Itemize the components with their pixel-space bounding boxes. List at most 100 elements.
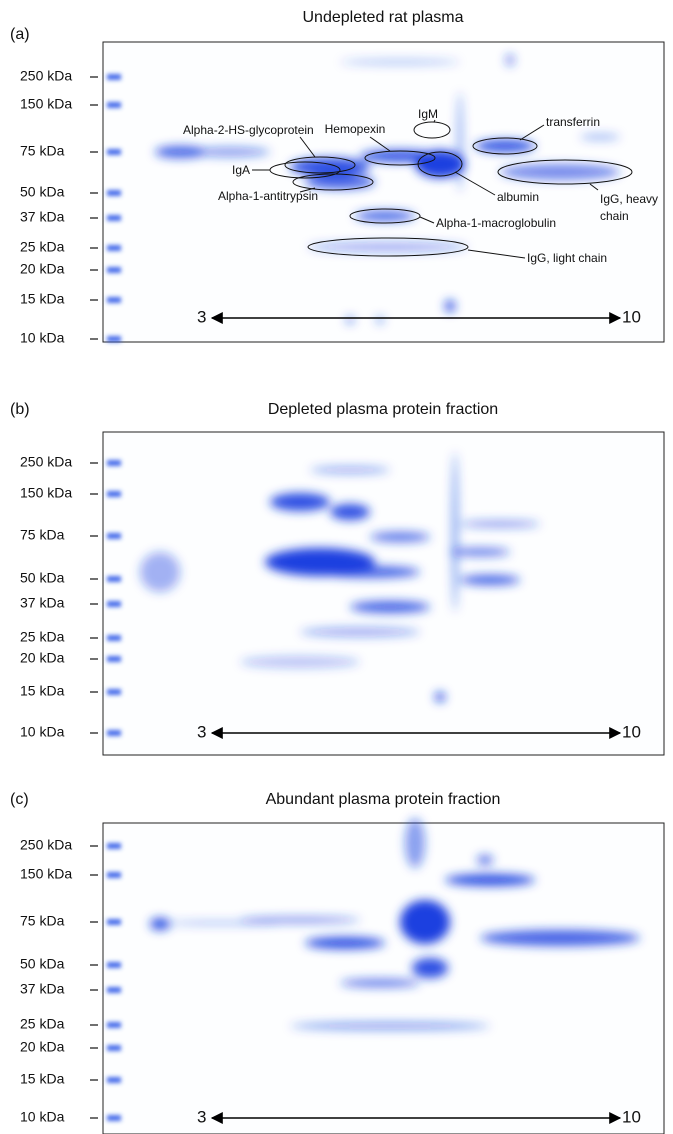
protein-spot — [155, 146, 205, 158]
annotation: IgM — [418, 107, 438, 121]
annotation: IgG, heavy chain — [600, 192, 659, 223]
ph-end: 10 — [622, 722, 641, 741]
annotation-leader — [467, 249, 526, 259]
mw-label: 50 kDa — [20, 956, 65, 972]
ph-start: 3 — [197, 722, 206, 741]
gel — [102, 822, 665, 1134]
annotation-outline — [417, 151, 463, 177]
annotation-leader — [433, 119, 436, 123]
gel-spots — [150, 818, 640, 1030]
gel-spots — [155, 54, 620, 324]
mw-label: 150 kDa — [20, 96, 72, 112]
protein-spot — [320, 566, 420, 578]
ladder-band — [107, 460, 121, 466]
protein-spot — [445, 874, 535, 886]
ladder-band — [107, 635, 121, 641]
mw-label: 20 kDa — [20, 650, 65, 666]
protein-spot — [452, 452, 458, 612]
protein-spot — [150, 918, 170, 930]
panel: (c) Abundant plasma protein fraction 250 k… — [10, 791, 665, 1134]
ph-end: 10 — [622, 1107, 641, 1126]
mw-label: 75 kDa — [20, 143, 65, 159]
panel-label: (c) — [10, 791, 29, 808]
mw-label: 25 kDa — [20, 1016, 65, 1032]
protein-spot — [290, 158, 370, 176]
protein-spot — [346, 316, 354, 324]
mw-label: 250 kDa — [20, 837, 72, 853]
ladder-band — [107, 919, 121, 925]
ladder-band — [107, 601, 121, 607]
protein-spot — [160, 921, 280, 925]
annotation-outline — [472, 137, 538, 155]
annotation: transferrin — [546, 115, 600, 129]
mw-label: 37 kDa — [20, 595, 65, 611]
annotation: Hemopexin — [325, 122, 386, 136]
ladder-band — [107, 1045, 121, 1051]
ladder-band — [107, 215, 121, 221]
protein-spot — [500, 164, 620, 180]
protein-spot — [305, 937, 385, 949]
protein-spot — [460, 575, 520, 585]
protein-spot — [457, 92, 463, 192]
mw-label: 10 kDa — [20, 724, 65, 740]
protein-spot — [190, 147, 270, 157]
mw-label: 15 kDa — [20, 1071, 65, 1087]
annotation-outline — [349, 208, 421, 224]
ph-end: 10 — [622, 307, 641, 326]
mw-label: 150 kDa — [20, 485, 72, 501]
protein-spot — [400, 900, 450, 944]
protein-spot — [270, 493, 330, 511]
protein-spot — [310, 466, 390, 474]
protein-spot — [290, 1022, 490, 1030]
ladder-band — [107, 656, 121, 662]
ladder-band — [107, 74, 121, 80]
protein-spot — [506, 54, 514, 66]
ladder-band — [107, 1077, 121, 1083]
mw-label: 250 kDa — [20, 68, 72, 84]
ph-start: 3 — [197, 307, 206, 326]
ladder-band — [107, 102, 121, 108]
protein-spot — [480, 930, 640, 946]
protein-spot — [240, 917, 360, 923]
annotation-leader — [519, 124, 545, 141]
mw-label: 25 kDa — [20, 239, 65, 255]
annotation-outline — [284, 156, 356, 174]
ladder-band — [107, 190, 121, 196]
panel: (b) Depleted plasma protein fraction 250 k… — [10, 401, 665, 756]
annotation-outline — [364, 150, 436, 166]
ladder-band — [107, 267, 121, 273]
ladder-band — [107, 149, 121, 155]
annotation-leader — [299, 187, 316, 193]
ladder-band — [107, 962, 121, 968]
annotation-leader — [589, 183, 599, 191]
panel-title: Abundant plasma protein fraction — [266, 791, 501, 808]
ladder — [107, 460, 121, 736]
protein-spot — [370, 532, 430, 542]
protein-spot — [240, 656, 360, 668]
protein-spot — [305, 175, 375, 189]
protein-spot — [340, 59, 460, 65]
gel — [102, 431, 665, 756]
protein-spot — [477, 855, 493, 865]
annotation-outline — [307, 237, 469, 257]
mw-label: 75 kDa — [20, 913, 65, 929]
protein-spot — [350, 601, 430, 613]
mw-label: 20 kDa — [20, 261, 65, 277]
protein-spot — [415, 150, 465, 178]
protein-spot — [140, 552, 180, 592]
protein-spot — [475, 140, 535, 152]
mw-label: 10 kDa — [20, 330, 65, 346]
ladder-band — [107, 245, 121, 251]
panel-title: Depleted plasma protein fraction — [268, 401, 498, 418]
annotation: IgA — [232, 163, 250, 177]
mw-label: 250 kDa — [20, 454, 72, 470]
ladder-band — [107, 730, 121, 736]
protein-spot — [435, 692, 445, 702]
ladder-band — [107, 576, 121, 582]
mw-label: 25 kDa — [20, 629, 65, 645]
annotation: Alpha-1-macroglobulin — [436, 216, 556, 230]
ladder-band — [107, 689, 121, 695]
protein-spot — [355, 211, 415, 221]
